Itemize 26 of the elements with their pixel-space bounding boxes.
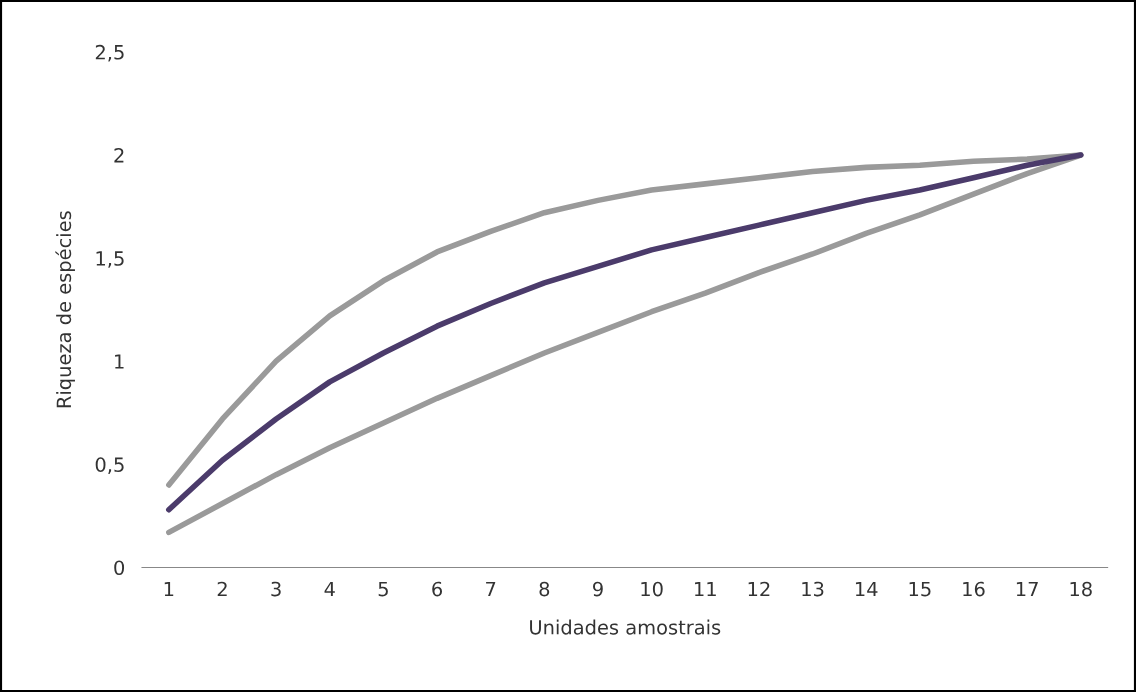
x-tick-label: 2 — [217, 581, 227, 597]
x-tick-label: 18 — [1070, 581, 1092, 597]
x-tick-label: 12 — [748, 581, 770, 597]
x-tick-label: 16 — [963, 581, 985, 597]
x-tick-label: 7 — [486, 581, 496, 597]
x-tick-label: 11 — [695, 581, 716, 597]
y-tick-label: 2 — [114, 147, 124, 163]
y-tick-label: 1 — [115, 354, 124, 369]
y-tick-label: 0 — [114, 560, 125, 576]
x-tick-label: 6 — [432, 581, 443, 597]
y-tick-label: 0,5 — [95, 457, 124, 474]
x-tick-label: 15 — [909, 581, 931, 597]
x-tick-label: 13 — [802, 581, 824, 597]
y-tick-label: 2,5 — [95, 44, 124, 62]
x-tick-label: 17 — [1016, 581, 1038, 597]
x-tick-label: 5 — [378, 581, 388, 597]
y-axis-title: Riqueza de espécies — [55, 211, 75, 408]
x-tick-label: 1 — [164, 581, 174, 597]
x-tick-label: 9 — [593, 581, 603, 597]
x-tick-label: 10 — [641, 581, 663, 597]
x-tick-label: 14 — [855, 581, 878, 597]
y-tick-label: 1,5 — [96, 251, 124, 268]
x-tick-label: 3 — [271, 581, 281, 597]
x-tick-label: 4 — [324, 581, 335, 597]
x-tick-label: 8 — [539, 581, 550, 597]
x-axis-title: Unidades amostrais — [530, 619, 721, 635]
